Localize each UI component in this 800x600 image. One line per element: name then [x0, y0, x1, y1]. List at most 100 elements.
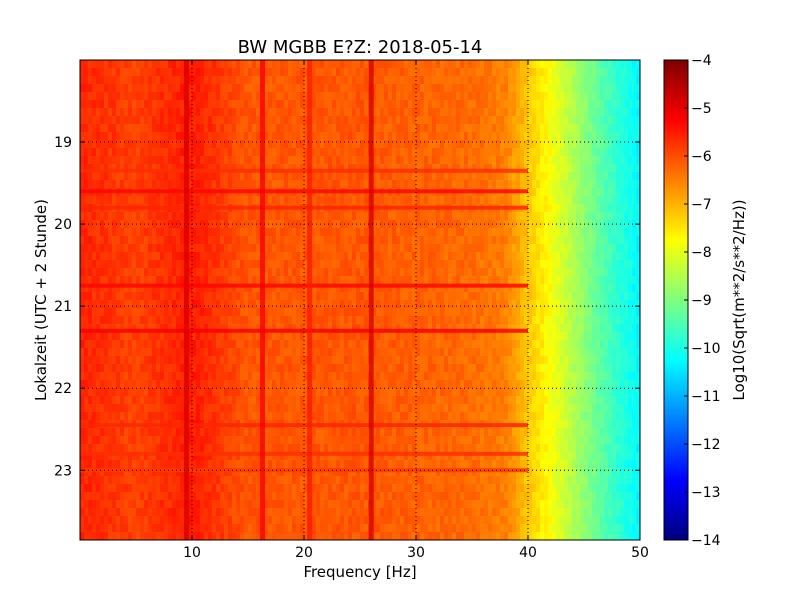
heatmap-cell [180, 244, 185, 253]
heatmap-cell [492, 92, 497, 101]
heatmap-cell [188, 220, 193, 229]
heatmap-cell [292, 236, 297, 245]
heatmap-cell [300, 332, 305, 341]
heatmap-cell [100, 220, 105, 229]
heatmap-cell [328, 244, 333, 253]
heatmap-cell [572, 124, 577, 133]
heatmap-cell [412, 236, 417, 245]
heatmap-cell [156, 212, 161, 221]
heatmap-cell [592, 308, 597, 317]
heatmap-cell [604, 172, 609, 181]
heatmap-cell [240, 268, 245, 277]
heatmap-cell [252, 308, 257, 317]
heatmap-cell [596, 332, 601, 341]
heatmap-cell [360, 92, 365, 101]
heatmap-cell [88, 228, 93, 237]
heatmap-cell [220, 180, 225, 189]
heatmap-cell [528, 228, 533, 237]
heatmap-cell [276, 316, 281, 325]
heatmap-cell [592, 180, 597, 189]
heatmap-cell [104, 196, 109, 205]
heatmap-cell [168, 132, 173, 141]
heatmap-cell [392, 68, 397, 77]
heatmap-cell [556, 84, 561, 93]
heatmap-cell [128, 124, 133, 133]
heatmap-cell [296, 84, 301, 93]
heatmap-cell [416, 300, 421, 309]
heatmap-cell [316, 332, 321, 341]
heatmap-cell [348, 108, 353, 117]
heatmap-cell [344, 308, 349, 317]
heatmap-cell [608, 124, 613, 133]
heatmap-cell [520, 332, 525, 341]
heatmap-cell [300, 92, 305, 101]
heatmap-cell [484, 228, 489, 237]
heatmap-cell [316, 316, 321, 325]
heatmap-cell [312, 260, 317, 269]
heatmap-cell [220, 340, 225, 349]
heatmap-cell [96, 220, 101, 229]
heatmap-cell [196, 228, 201, 237]
heatmap-cell [124, 148, 129, 157]
heatmap-cell [216, 140, 221, 149]
heatmap-cell [304, 252, 309, 261]
heatmap-cell [568, 228, 573, 237]
heatmap-cell [104, 300, 109, 309]
heatmap-cell [304, 228, 309, 237]
heatmap-cell [588, 84, 593, 93]
heatmap-cell [620, 92, 625, 101]
heatmap-cell [116, 124, 121, 133]
heatmap-cell [580, 308, 585, 317]
heatmap-cell [400, 140, 405, 149]
heatmap-cell [480, 76, 485, 85]
heatmap-cell [196, 140, 201, 149]
heatmap-cell [448, 196, 453, 205]
heatmap-cell [256, 116, 261, 125]
heatmap-cell [232, 92, 237, 101]
heatmap-cell [516, 308, 521, 317]
heatmap-cell [484, 148, 489, 157]
heatmap-cell [464, 292, 469, 301]
heatmap-cell [576, 116, 581, 125]
heatmap-cell [296, 156, 301, 165]
heatmap-cell [116, 196, 121, 205]
heatmap-cell [352, 108, 357, 117]
heatmap-cell [316, 220, 321, 229]
heatmap-cell [452, 260, 457, 269]
heatmap-cell [120, 180, 125, 189]
heatmap-cell [556, 68, 561, 77]
heatmap-cell [176, 60, 181, 69]
heatmap-cell [480, 260, 485, 269]
heatmap-cell [124, 260, 129, 269]
heatmap-cell [352, 132, 357, 141]
heatmap-cell [488, 324, 493, 333]
heatmap-cell [228, 148, 233, 157]
heatmap-cell [544, 300, 549, 309]
heatmap-cell [516, 124, 521, 133]
heatmap-cell [92, 116, 97, 125]
heatmap-cell [276, 212, 281, 221]
heatmap-cell [220, 132, 225, 141]
heatmap-cell [496, 108, 501, 117]
heatmap-cell [532, 100, 537, 109]
heatmap-cell [352, 180, 357, 189]
heatmap-cell [324, 284, 329, 293]
heatmap-cell [476, 140, 481, 149]
heatmap-cell [232, 164, 237, 173]
heatmap-cell [408, 92, 413, 101]
heatmap-cell [616, 220, 621, 229]
heatmap-cell [416, 324, 421, 333]
heatmap-cell [316, 172, 321, 181]
heatmap-cell [336, 284, 341, 293]
heatmap-cell [332, 308, 337, 317]
heatmap-cell [320, 76, 325, 85]
heatmap-cell [376, 60, 381, 69]
heatmap-cell [280, 140, 285, 149]
heatmap-cell [244, 220, 249, 229]
heatmap-cell [316, 124, 321, 133]
heatmap-cell [560, 124, 565, 133]
heatmap-cell [84, 132, 89, 141]
heatmap-cell [148, 68, 153, 77]
heatmap-cell [356, 316, 361, 325]
heatmap-cell [424, 60, 429, 69]
